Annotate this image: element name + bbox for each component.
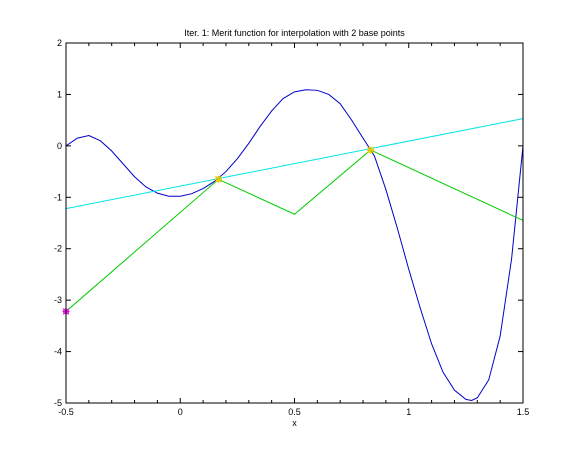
x-tick-label: 1.5 [517, 407, 530, 417]
x-tick-label: 0.5 [288, 407, 301, 417]
y-tick-label: 0 [57, 141, 62, 151]
y-tick-label: -4 [54, 347, 62, 357]
y-tick-label: -5 [54, 398, 62, 408]
series-line-2 [66, 118, 523, 210]
y-tick-label: -1 [54, 192, 62, 202]
data-marker-2 [367, 146, 375, 154]
series-line-1 [66, 89, 523, 401]
data-marker-ring-2 [367, 146, 374, 153]
x-tick-label: 0 [178, 407, 183, 417]
x-tick-label: 1 [406, 407, 411, 417]
x-axis-label: x [292, 418, 297, 428]
y-tick-label: -3 [54, 295, 62, 305]
chart-title: Iter. 1: Merit function for interpolatio… [184, 28, 405, 38]
x-tick-label: -0.5 [58, 407, 74, 417]
data-marker-1 [214, 175, 222, 183]
series-line-3 [66, 149, 523, 312]
y-tick-label: 2 [57, 38, 62, 48]
y-tick-label: 1 [57, 89, 62, 99]
data-marker-ring-1 [215, 176, 222, 183]
y-tick-label: -2 [54, 244, 62, 254]
plot-area: -0.5 0 0.5 1 1.5 -5 -4 -3 -2 -1 0 1 2 [54, 38, 529, 417]
